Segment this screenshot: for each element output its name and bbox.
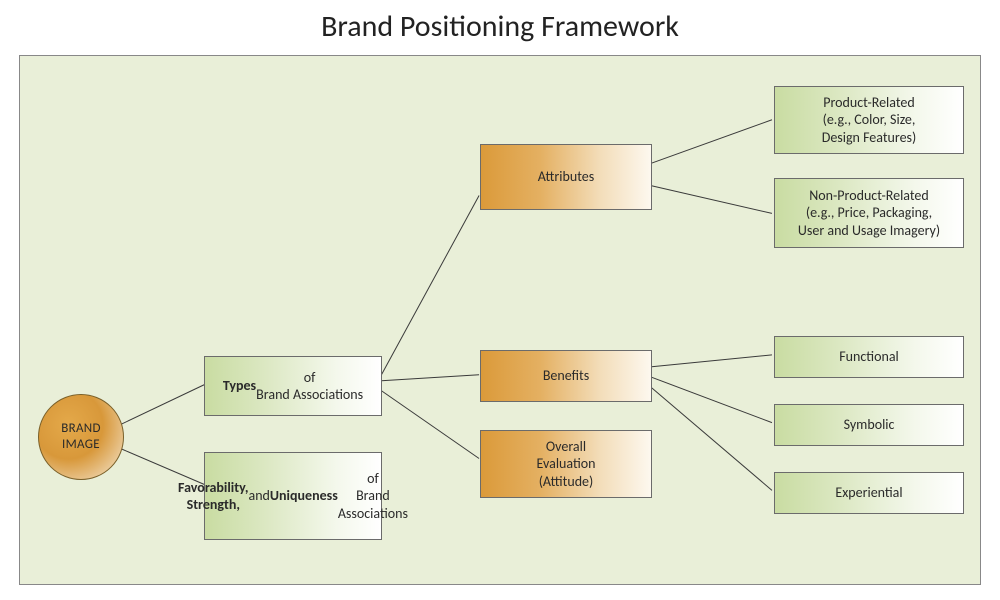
node-functional: Functional xyxy=(774,336,964,378)
node-types: Types ofBrand Associations xyxy=(204,356,382,416)
node-benefits: Benefits xyxy=(480,350,652,402)
node-brand-image: BRANDIMAGE xyxy=(38,394,124,480)
page-title: Brand Positioning Framework xyxy=(0,0,1000,55)
node-non-product-related: Non-Product-Related(e.g., Price, Packagi… xyxy=(774,178,964,248)
node-experiential: Experiential xyxy=(774,472,964,514)
node-overall-evaluation: OverallEvaluation(Attitude) xyxy=(480,430,652,498)
diagram-canvas: BRANDIMAGE Types ofBrand Associations Fa… xyxy=(19,55,981,585)
node-product-related: Product-Related(e.g., Color, Size,Design… xyxy=(774,86,964,154)
node-attributes: Attributes xyxy=(480,144,652,210)
node-symbolic: Symbolic xyxy=(774,404,964,446)
node-favorability: Favorability,Strength, andUniqueness ofB… xyxy=(204,452,382,540)
